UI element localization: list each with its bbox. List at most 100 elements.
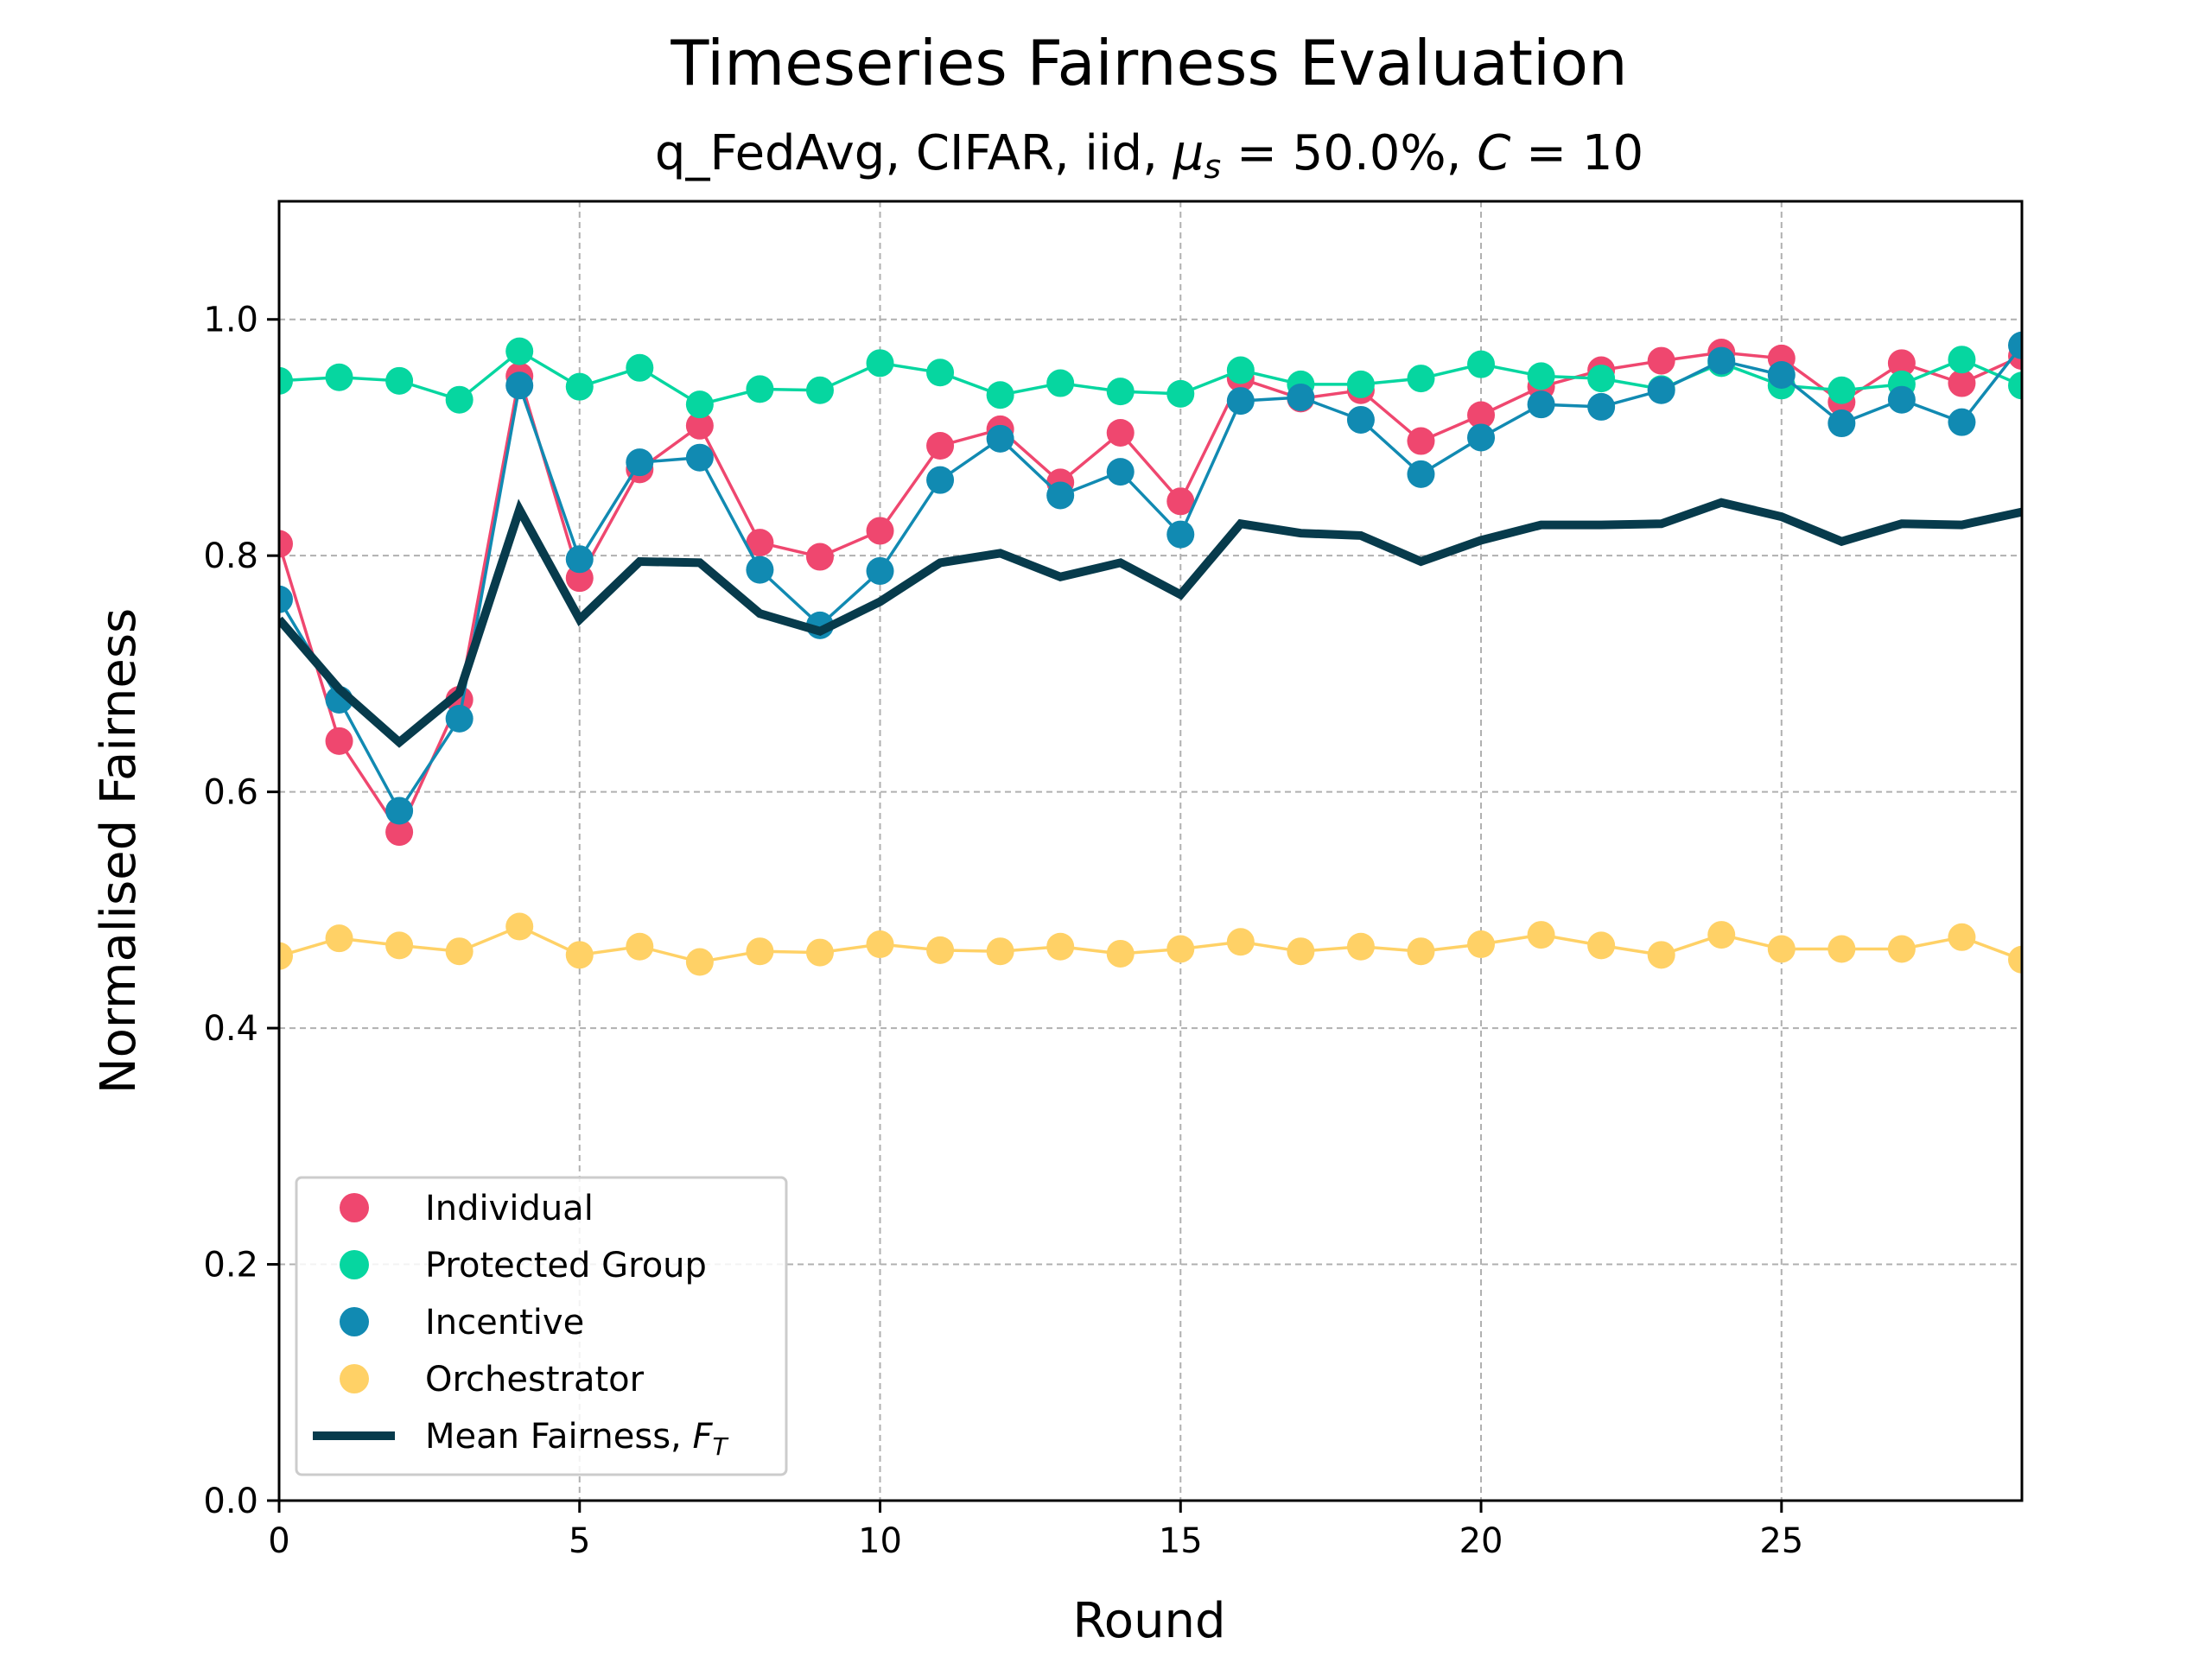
data-point-incentive [1647, 376, 1675, 404]
data-point-incentive [565, 545, 594, 574]
data-point-incentive [1707, 346, 1736, 375]
data-point-orchestrator [565, 941, 594, 969]
data-point-individual [866, 517, 894, 545]
y-tick-label: 0.8 [203, 536, 258, 576]
subtitle-c: C [1477, 125, 1510, 181]
subtitle-mu-sub: s [1204, 148, 1221, 186]
legend-marker-protected-group [340, 1250, 369, 1279]
data-point-orchestrator [445, 937, 474, 966]
data-point-incentive [1827, 409, 1856, 438]
data-point-orchestrator [1887, 935, 1916, 963]
data-point-individual [325, 727, 353, 755]
data-point-orchestrator [1226, 928, 1255, 956]
data-point-protected-group [866, 349, 894, 378]
data-point-incentive [1046, 481, 1075, 510]
x-tick-label: 5 [569, 1521, 590, 1561]
data-point-orchestrator [1827, 935, 1856, 963]
data-point-protected-group [986, 381, 1014, 409]
data-point-individual [279, 530, 293, 558]
data-point-orchestrator [986, 937, 1014, 966]
data-point-orchestrator [505, 912, 534, 941]
legend-item-incentive: Incentive [340, 1303, 584, 1342]
data-point-incentive [505, 371, 534, 400]
data-point-individual [746, 529, 774, 557]
x-axis-label: Round [1072, 1593, 1225, 1649]
data-point-individual [685, 411, 714, 440]
data-point-protected-group [2008, 371, 2022, 400]
data-point-orchestrator [1046, 932, 1075, 961]
series-line-mean-fairness [279, 498, 2022, 748]
data-point-incentive [1948, 408, 1976, 436]
legend-item-orchestrator: Orchestrator [340, 1360, 645, 1400]
data-point-incentive [1106, 458, 1135, 486]
data-point-individual [1948, 369, 1976, 397]
data-point-individual [805, 543, 834, 571]
y-tick-label: 0.2 [203, 1246, 258, 1285]
data-point-protected-group [1346, 370, 1375, 398]
series-incentive [279, 331, 2022, 825]
data-point-individual [1467, 401, 1496, 429]
data-point-protected-group [279, 366, 293, 395]
data-point-orchestrator [685, 948, 714, 976]
data-point-individual [1166, 487, 1195, 516]
legend-item-mean-fairness: Mean Fairness, FT [313, 1417, 729, 1461]
data-point-orchestrator [1346, 932, 1375, 961]
data-point-incentive [926, 466, 955, 494]
legend: Individual Protected Group Incentive Orches… [295, 1176, 788, 1476]
data-point-incentive [1587, 392, 1616, 421]
x-tick-label: 20 [1459, 1521, 1503, 1561]
data-point-protected-group [746, 375, 774, 403]
data-point-protected-group [1407, 365, 1435, 393]
y-axis-label: Normalised Fairness [91, 608, 147, 1094]
data-point-protected-group [565, 372, 594, 401]
data-point-orchestrator [1467, 930, 1496, 959]
data-point-incentive [1407, 460, 1435, 488]
data-point-individual [565, 564, 594, 593]
data-point-protected-group [1166, 379, 1195, 408]
data-point-incentive [685, 443, 714, 472]
data-point-orchestrator [866, 930, 894, 959]
series-layer [279, 331, 2022, 976]
y-tick-label: 0.6 [203, 773, 258, 813]
data-point-orchestrator [1587, 931, 1616, 960]
data-point-protected-group [1587, 365, 1616, 393]
y-tick-label: 0.4 [203, 1009, 258, 1049]
data-point-orchestrator [746, 937, 774, 966]
data-point-orchestrator [1707, 921, 1736, 949]
data-point-protected-group [445, 385, 474, 414]
data-point-protected-group [926, 359, 955, 387]
legend-label-incentive: Incentive [425, 1303, 584, 1342]
series-mean-fairness [279, 498, 2022, 748]
data-point-incentive [445, 704, 474, 733]
data-point-incentive [626, 448, 654, 477]
data-point-incentive [385, 797, 414, 825]
data-point-incentive [2008, 331, 2022, 359]
data-point-incentive [1346, 405, 1375, 434]
y-tick-label: 0.0 [203, 1482, 258, 1521]
data-point-incentive [279, 585, 293, 613]
data-point-protected-group [1827, 376, 1856, 404]
legend-item-protected-group: Protected Group [340, 1246, 707, 1285]
subtitle-c-value: = 10 [1510, 125, 1643, 181]
x-tick-label: 10 [858, 1521, 902, 1561]
data-point-orchestrator [1407, 937, 1435, 966]
legend-label-protected-group: Protected Group [425, 1246, 707, 1285]
data-point-individual [1887, 349, 1916, 378]
legend-marker-incentive [340, 1307, 369, 1336]
data-point-protected-group [1106, 378, 1135, 406]
data-point-protected-group [805, 376, 834, 404]
data-point-orchestrator [1647, 941, 1675, 969]
data-point-orchestrator [805, 938, 834, 967]
data-point-individual [926, 432, 955, 460]
data-point-incentive [746, 555, 774, 584]
data-point-individual [1647, 346, 1675, 375]
data-point-individual [385, 818, 414, 847]
data-point-orchestrator [2008, 945, 2022, 974]
y-tick-label: 1.0 [203, 301, 258, 340]
data-point-protected-group [626, 353, 654, 382]
legend-item-individual: Individual [340, 1189, 594, 1228]
subtitle-mu: μ [1173, 125, 1205, 181]
legend-box [295, 1176, 788, 1476]
axes-ticks: 0 5 10 15 20 25 0.0 0.2 0.4 0.6 0.8 1.0 [203, 301, 1803, 1561]
